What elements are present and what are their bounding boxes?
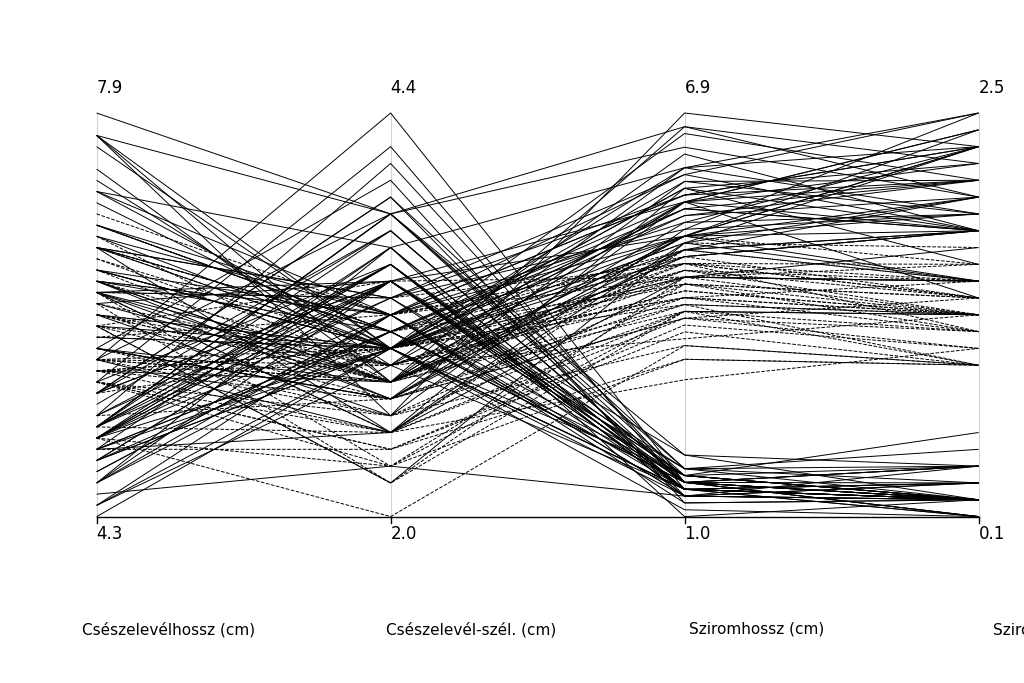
Text: 4.4: 4.4 bbox=[390, 79, 417, 97]
Text: 6.9: 6.9 bbox=[685, 79, 711, 97]
Text: Sziromhossz (cm): Sziromhossz (cm) bbox=[689, 622, 824, 637]
Text: 1.0: 1.0 bbox=[685, 525, 711, 543]
Text: 4.3: 4.3 bbox=[96, 525, 123, 543]
Text: Sziromszél. (cm): Sziromszél. (cm) bbox=[993, 622, 1024, 637]
Text: Csészelevélhossz (cm): Csészelevélhossz (cm) bbox=[82, 622, 255, 637]
Text: 0.1: 0.1 bbox=[979, 525, 1005, 543]
Text: 2.5: 2.5 bbox=[979, 79, 1005, 97]
Text: Csészelevél-szél. (cm): Csészelevél-szél. (cm) bbox=[386, 622, 556, 637]
Text: 7.9: 7.9 bbox=[96, 79, 123, 97]
Text: 2.0: 2.0 bbox=[390, 525, 417, 543]
